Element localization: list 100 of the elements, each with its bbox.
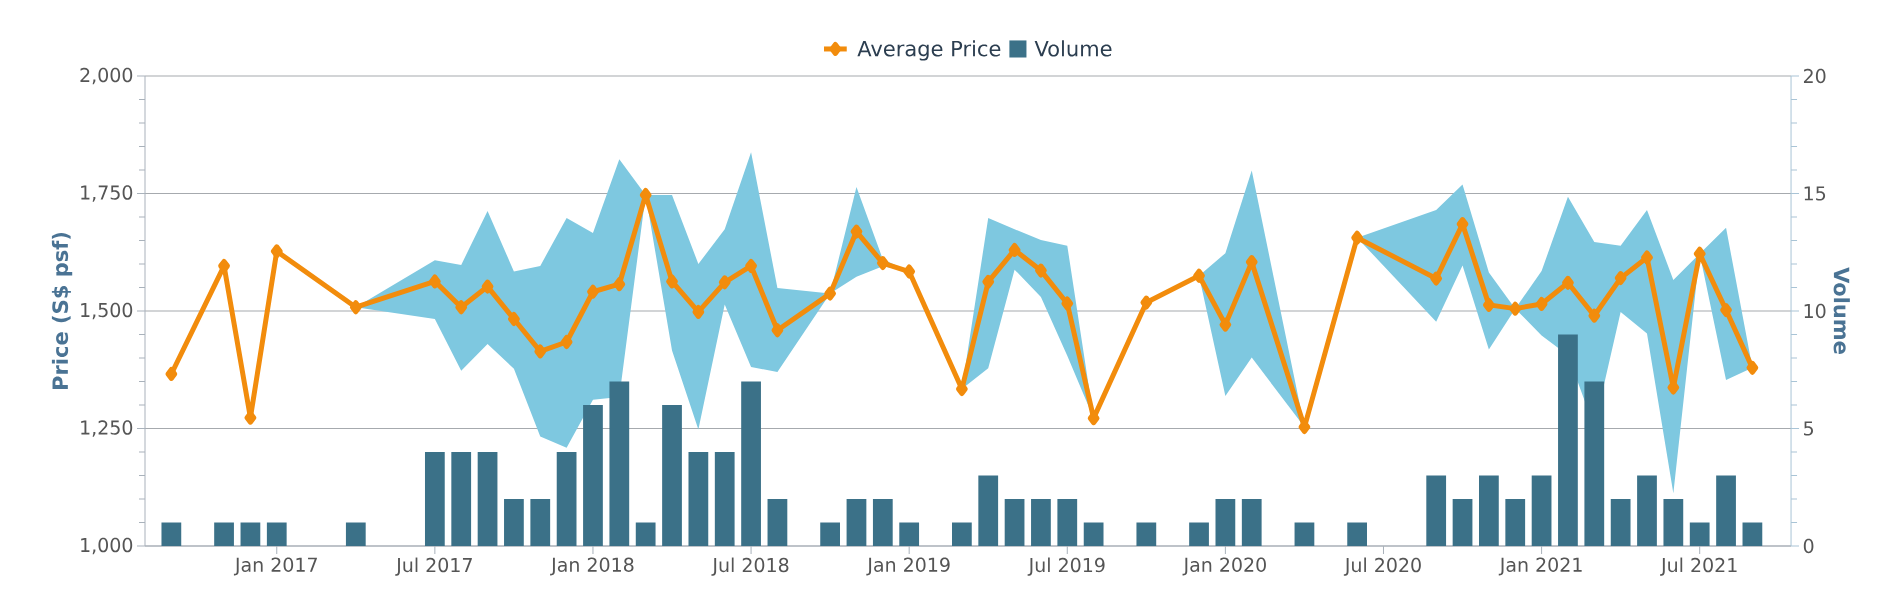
bar [1136, 522, 1157, 546]
point [1245, 255, 1258, 270]
bar [345, 522, 366, 546]
x-tick-label: Jul 2017 [395, 557, 472, 576]
y2-tick-label: 5 [1804, 421, 1814, 436]
point [481, 279, 494, 294]
bar [240, 522, 261, 546]
bar [477, 452, 498, 546]
point [534, 344, 547, 359]
bar [266, 522, 287, 546]
bar [1505, 499, 1526, 546]
point [1061, 296, 1074, 311]
x-tick-label: Jul 2019 [1027, 557, 1105, 576]
bar [583, 405, 603, 546]
bar [872, 499, 893, 546]
y2-tick-label: 10 [1804, 303, 1826, 319]
bar [1241, 499, 1262, 546]
point [1641, 250, 1653, 265]
x-tick-label: Jan 2018 [550, 557, 634, 576]
bar [1083, 522, 1104, 546]
bar [1742, 522, 1763, 546]
point [1456, 217, 1469, 232]
point [1430, 271, 1443, 286]
legend-label: Average Price [857, 40, 1001, 61]
bar [1004, 499, 1025, 546]
y2-tick-label: 0 [1803, 538, 1814, 554]
bar [767, 499, 788, 546]
point [718, 275, 731, 290]
x-tick-label: Jan 2017 [233, 557, 317, 576]
point [613, 277, 626, 292]
point [560, 335, 573, 350]
point [692, 304, 705, 319]
bar [978, 475, 999, 546]
bar [741, 381, 761, 546]
point [1720, 303, 1732, 318]
bar [688, 452, 709, 546]
y2-tick-label: 20 [1803, 68, 1826, 84]
bar [951, 522, 972, 546]
bar [1215, 499, 1236, 546]
point [1693, 246, 1706, 261]
point [1008, 242, 1021, 257]
point [903, 264, 916, 279]
y2-axis-title: Volume [1833, 267, 1850, 354]
bar [530, 499, 551, 546]
point [1351, 230, 1364, 245]
point [587, 284, 599, 299]
point [1219, 317, 1232, 332]
bar [820, 522, 840, 546]
x-tick-label: Jul 2021 [1660, 557, 1737, 576]
point [1193, 268, 1205, 283]
bar [1057, 499, 1078, 546]
x-tick-label: Jul 2018 [711, 557, 789, 576]
y-tick-label: 1,500 [81, 302, 133, 320]
point [428, 274, 441, 289]
bar [1479, 475, 1499, 546]
bar [1294, 522, 1315, 546]
bar [899, 522, 920, 546]
point [1746, 360, 1759, 375]
point [270, 244, 283, 259]
x-tick-label: Jul 2020 [1343, 557, 1421, 576]
point [876, 256, 889, 271]
point [1509, 301, 1522, 316]
bar [662, 405, 682, 546]
bar [1347, 522, 1368, 546]
bar [1716, 475, 1736, 546]
y-tick-label: 1,750 [81, 185, 133, 202]
bar [1689, 522, 1710, 546]
bar [1452, 499, 1473, 546]
bar [504, 499, 524, 546]
point [1614, 271, 1627, 286]
bar [1663, 499, 1684, 546]
point [1483, 297, 1495, 312]
bar [1637, 475, 1657, 546]
point [218, 258, 230, 273]
bar [424, 452, 445, 546]
x-tick-label: Jan 2021 [1498, 557, 1582, 576]
point [1562, 275, 1574, 290]
point [982, 274, 995, 289]
point [1140, 295, 1153, 310]
bar [214, 522, 234, 546]
bar [846, 499, 867, 546]
bar [714, 452, 735, 546]
point [1035, 263, 1047, 278]
bar [556, 452, 577, 546]
point [850, 224, 863, 239]
bar [161, 522, 182, 546]
legend-label: Volume [1034, 40, 1112, 57]
bar [635, 522, 656, 546]
point [666, 274, 678, 289]
bar [451, 452, 472, 546]
y-tick-label: 1,250 [81, 420, 133, 437]
bar [1426, 475, 1447, 546]
bar [1584, 381, 1605, 546]
point [349, 300, 362, 315]
bar [609, 381, 630, 546]
x-tick-label: Jan 2019 [866, 557, 950, 576]
point [1535, 296, 1548, 311]
point [508, 311, 520, 326]
bar [1610, 499, 1631, 546]
point [1588, 308, 1601, 323]
